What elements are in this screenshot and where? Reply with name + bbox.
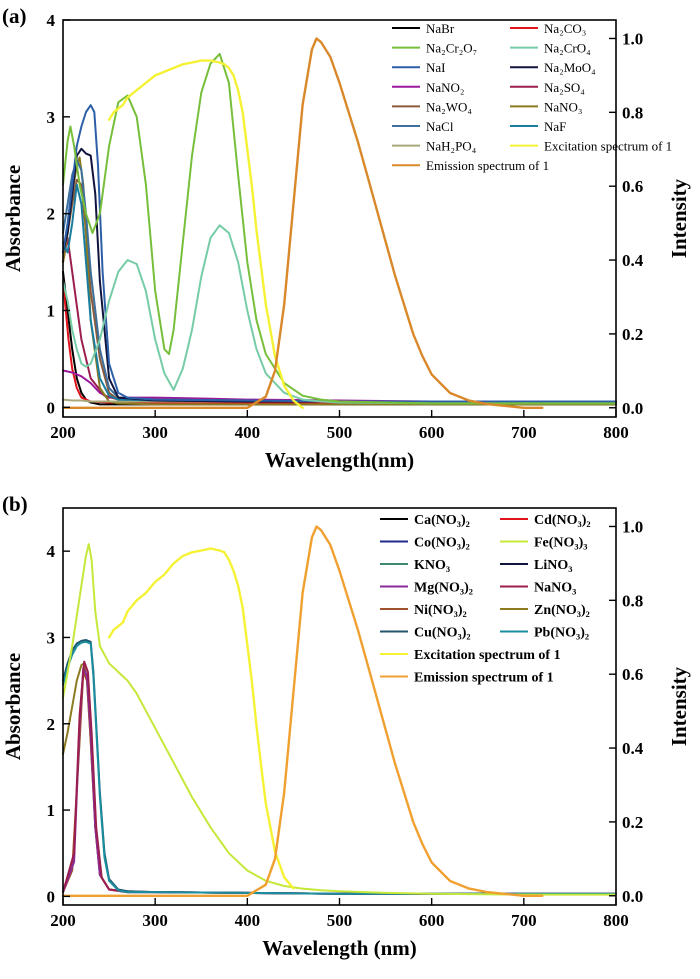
y-left-tick-label: 4	[47, 11, 56, 30]
y-right-tick-label: 0.2	[622, 813, 643, 832]
legend-label: NaI	[426, 60, 446, 75]
x-axis-label: Wavelength (nm)	[262, 936, 417, 960]
x-tick-label: 500	[327, 423, 353, 442]
legend-label: Mg(NO₃)₂	[414, 581, 473, 596]
y-left-tick-label: 3	[47, 628, 56, 647]
y-left-tick-label: 2	[47, 205, 56, 224]
series-line	[62, 666, 617, 895]
legend-label: Emission spectrum of 1	[426, 158, 549, 173]
legend: Ca(NO₃)₂ Cd(NO₃)₂ Co(NO₃)₂ Fe(NO₃)₃ KNO₃ LiNO…	[380, 513, 591, 686]
legend-label: NaCl	[426, 119, 454, 134]
panel-label: (b)	[2, 492, 28, 516]
y-right-tick-label: 0.4	[622, 251, 644, 270]
x-tick-label: 300	[142, 423, 168, 442]
series-line	[107, 547, 295, 890]
legend-label: NaNO₃	[534, 581, 576, 596]
y-right-tick-label: 0.0	[622, 887, 643, 906]
series-line	[62, 543, 617, 896]
legend-label: Zn(NO₃)₂	[534, 603, 590, 618]
series-line	[62, 104, 617, 403]
chart-panel-b: 200 300 400 500 600 700 800 0 1 2 3 4 0.0 0.2 0.4 0.6 0.…	[1, 492, 691, 960]
legend-label: Pb(NO₃)₂	[534, 626, 589, 641]
legend-label: Na₂SO₄	[544, 80, 585, 95]
y-left-tick-label: 1	[47, 801, 56, 820]
x-tick-label: 800	[603, 423, 629, 442]
x-axis-label: Wavelength(nm)	[265, 448, 414, 472]
legend-label: NaNO₃	[544, 99, 582, 114]
series-line	[61, 525, 544, 897]
legend-label: Na₂CrO₄	[544, 41, 591, 56]
legend-label: Na₂MoO₄	[544, 60, 596, 75]
x-tick-label: 400	[235, 911, 261, 930]
chart-panel-a: 200 300 400 500 600 700 800 0 1 2 3 4 0.0 0.2 0.4 0.6 0.…	[1, 4, 691, 472]
legend-label: NaNO₂	[426, 80, 464, 95]
y-right-tick-label: 0.8	[622, 591, 643, 610]
legend-label: Ni(NO₃)₂	[414, 603, 467, 618]
y-left-tick-label: 0	[47, 398, 56, 417]
x-tick-label: 400	[235, 423, 261, 442]
y-right-tick-label: 1.0	[622, 517, 643, 536]
series-line	[62, 640, 617, 895]
legend-label: Cd(NO₃)₂	[534, 513, 591, 528]
legend-label: NaBr	[426, 21, 455, 36]
series-line	[62, 280, 617, 404]
legend-label: Na₂WO₄	[426, 99, 472, 114]
legend-label: Na₂Cr₂O₇	[426, 41, 477, 56]
y-left-tick-label: 2	[47, 715, 56, 734]
y-left-tick-label: 1	[47, 301, 56, 320]
x-tick-label: 300	[142, 911, 168, 930]
legend-label: Co(NO₃)₂	[414, 536, 470, 551]
legend-label: Na₂CO₃	[544, 21, 586, 36]
legend-label: Fe(NO₃)₃	[534, 536, 587, 551]
x-tick-label: 500	[327, 911, 353, 930]
x-tick-label: 800	[603, 911, 629, 930]
legend-label: Ca(NO₃)₂	[414, 513, 470, 528]
legend-label: KNO₃	[414, 558, 450, 573]
series-line	[61, 37, 544, 409]
y-right-tick-label: 0.0	[622, 399, 643, 418]
legend-label: Emission spectrum of 1	[414, 671, 554, 686]
legend-label: Excitation spectrum of 1	[544, 139, 672, 154]
y-left-axis-label: Absorbance	[1, 165, 25, 272]
x-tick-label: 200	[50, 911, 76, 930]
series-line	[62, 52, 617, 405]
x-tick-label: 200	[50, 423, 76, 442]
y-left-tick-label: 3	[47, 108, 56, 127]
legend: NaBr Na₂CO₃ Na₂Cr₂O₇ Na₂CrO₄ NaI Na₂MoO₄ NaNO₂…	[392, 21, 672, 173]
series-line	[62, 369, 617, 403]
x-tick-label: 700	[511, 423, 537, 442]
x-tick-label: 700	[511, 911, 537, 930]
series-line	[107, 59, 304, 409]
legend-label: Excitation spectrum of 1	[414, 648, 561, 663]
panel-label: (a)	[2, 4, 27, 28]
y-right-tick-label: 0.2	[622, 325, 643, 344]
y-right-tick-label: 1.0	[622, 29, 643, 48]
legend-label: NaF	[544, 119, 566, 134]
series-line	[62, 662, 617, 895]
legend-label: Cu(NO₃)₂	[414, 626, 471, 641]
y-right-axis-label: Intensity	[667, 178, 691, 258]
y-right-tick-label: 0.6	[622, 177, 643, 196]
legend-label: NaH₂PO₄	[426, 139, 477, 154]
y-left-tick-label: 0	[47, 887, 56, 906]
y-right-tick-label: 0.6	[622, 665, 643, 684]
y-right-tick-label: 0.8	[622, 103, 643, 122]
series-line	[62, 671, 617, 895]
series-line	[62, 660, 617, 895]
y-left-axis-label: Absorbance	[1, 653, 25, 760]
y-right-axis-label: Intensity	[667, 666, 691, 746]
x-tick-label: 600	[419, 911, 445, 930]
series-line	[62, 224, 617, 405]
legend-label: LiNO₃	[534, 558, 572, 573]
y-right-tick-label: 0.4	[622, 739, 644, 758]
x-tick-label: 600	[419, 423, 445, 442]
series-line	[62, 236, 617, 404]
y-left-tick-label: 4	[47, 542, 56, 561]
